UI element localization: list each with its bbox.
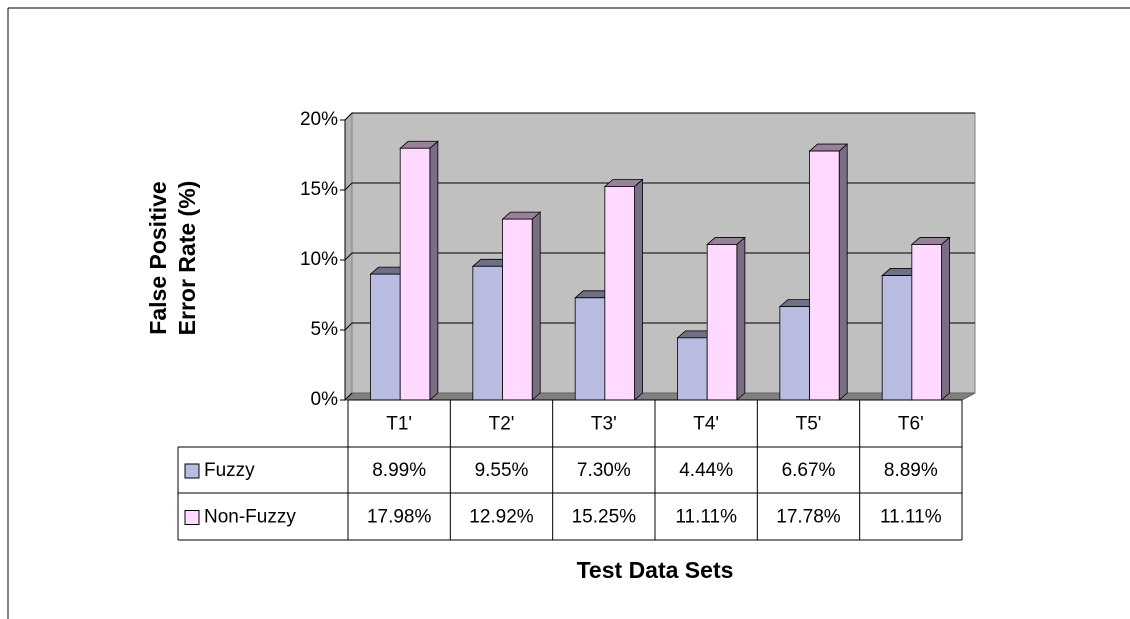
grid-line [344, 182, 353, 191]
x-axis-title: Test Data Sets [577, 557, 734, 583]
bar-front [399, 147, 431, 401]
bar [399, 140, 439, 401]
table-value: 15.25% [572, 507, 637, 528]
bar [706, 236, 746, 401]
bar-front [502, 218, 533, 401]
legend-label: Non-Fuzzy [204, 507, 296, 528]
x-tick-label: T3' [591, 414, 617, 435]
table-value: 11.11% [880, 507, 942, 528]
bar-side [531, 211, 541, 401]
table-value: 11.11% [675, 507, 737, 528]
bar-front [604, 186, 635, 401]
grid-line [344, 112, 353, 121]
x-tick-label: T1' [386, 414, 412, 435]
bar-front [472, 265, 503, 401]
x-tick-label: T6' [898, 414, 924, 435]
bar-side [941, 236, 950, 401]
bar-side [429, 140, 439, 401]
table-value: 12.92% [469, 507, 534, 528]
y-tick-label: 0% [311, 389, 339, 410]
bar-front [706, 244, 738, 401]
legend-swatch [184, 510, 200, 525]
table-value: 4.44% [679, 460, 733, 481]
table-value: 9.55% [475, 460, 529, 481]
bar-front [677, 337, 708, 401]
x-tick-label: T4' [693, 414, 719, 435]
bar-front [809, 150, 840, 401]
bar [910, 236, 951, 401]
bar-front [881, 275, 913, 401]
table-value: 7.30% [577, 460, 631, 481]
y-tick-label: 10% [300, 249, 338, 270]
table-value: 17.98% [367, 507, 432, 528]
x-tick-label: T2' [489, 414, 515, 435]
y-axis-title-line: Error Rate (%) [174, 181, 200, 336]
bar [603, 178, 644, 401]
grid-line [344, 252, 353, 261]
bar-side [838, 143, 848, 401]
bar [808, 143, 849, 401]
legend-label: Fuzzy [204, 460, 255, 481]
table-value: 17.78% [776, 507, 841, 528]
grid-line [344, 392, 353, 401]
bar [501, 211, 542, 401]
y-tick-label: 20% [300, 109, 338, 130]
table-value: 6.67% [782, 460, 836, 481]
bar-front [370, 273, 401, 401]
bar-side [736, 236, 746, 401]
y-tick-label: 15% [300, 179, 338, 200]
bar-side [634, 178, 643, 401]
bar-front [574, 297, 606, 401]
bar-front [911, 244, 942, 401]
grid-line [344, 322, 353, 331]
y-axis-title-line: False Positive [145, 181, 171, 334]
x-tick-label: T5' [796, 414, 822, 435]
y-tick-label: 5% [311, 319, 339, 340]
bar-front [779, 306, 810, 401]
table-value: 8.89% [884, 460, 938, 481]
floor [343, 392, 976, 401]
y-axis-title: False Positive Error Rate (%) [145, 181, 200, 336]
table-value: 8.99% [372, 460, 426, 481]
legend-swatch [184, 463, 200, 479]
